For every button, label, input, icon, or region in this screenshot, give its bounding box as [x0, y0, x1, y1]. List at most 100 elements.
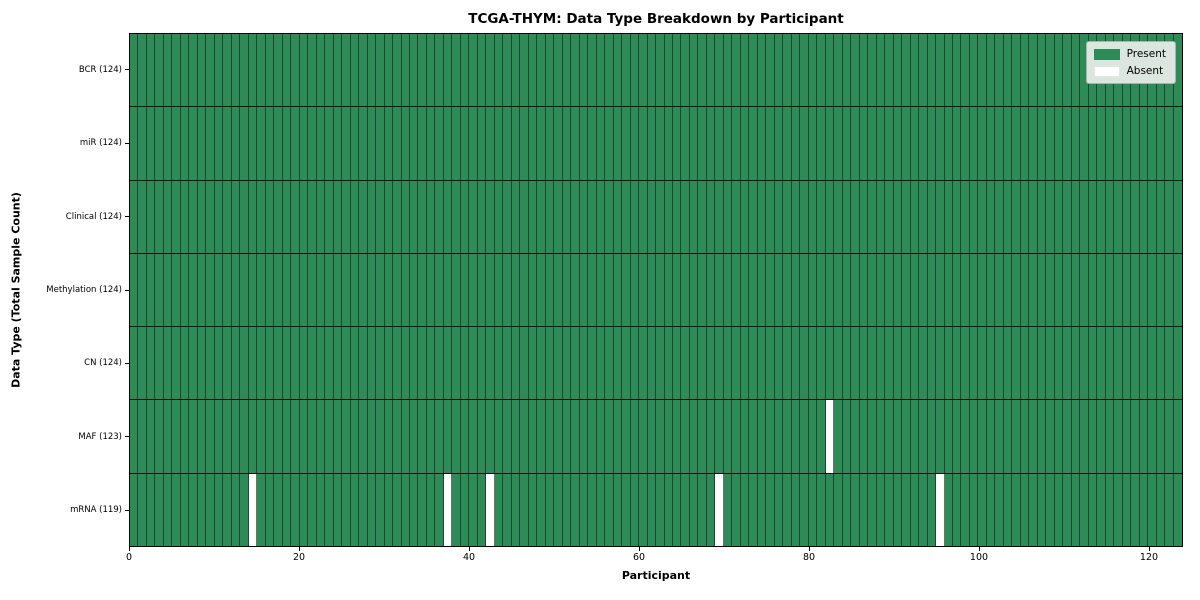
- heatmap-cell: [944, 180, 953, 253]
- heatmap-cell: [1080, 400, 1089, 473]
- heatmap-cell: [180, 34, 190, 107]
- y-tick-mark: [125, 216, 129, 218]
- heatmap-cell: [706, 473, 716, 546]
- heatmap-cell: [469, 34, 478, 107]
- x-tick-mark: [638, 547, 640, 551]
- heatmap-cell: [868, 253, 877, 327]
- heatmap-cell: [528, 400, 538, 473]
- heatmap-cell: [952, 400, 962, 473]
- heatmap-cell: [749, 473, 758, 546]
- heatmap-cell: [1139, 107, 1149, 180]
- heatmap-cell: [1003, 327, 1013, 400]
- heatmap-cell: [376, 327, 385, 400]
- heatmap-cell: [851, 400, 860, 473]
- heatmap-cell: [910, 473, 920, 546]
- heatmap-cell: [197, 253, 207, 327]
- heatmap-cell: [673, 473, 682, 546]
- legend-label-present: Present: [1126, 48, 1166, 60]
- heatmap-cell: [384, 34, 394, 107]
- heatmap-cell: [1139, 473, 1149, 546]
- heatmap-cell: [206, 327, 215, 400]
- heatmap-cell: [1131, 327, 1140, 400]
- heatmap-cell: [282, 107, 292, 180]
- heatmap-cell: [783, 34, 792, 107]
- legend-item-present: Present: [1093, 48, 1166, 60]
- heatmap-cell: [257, 180, 266, 253]
- heatmap-cell: [630, 34, 640, 107]
- heatmap-cell: [409, 180, 419, 253]
- heatmap-cell: [393, 180, 402, 253]
- heatmap-cell: [571, 107, 580, 180]
- heatmap-cell: [1156, 253, 1166, 327]
- heatmap-cell: [333, 400, 343, 473]
- heatmap-cell: [452, 327, 461, 400]
- heatmap-cell: [350, 253, 360, 327]
- heatmap-cell: [630, 180, 640, 253]
- heatmap-cell: [460, 327, 470, 400]
- heatmap-cell: [376, 107, 385, 180]
- heatmap-cell: [554, 180, 563, 253]
- heatmap-cell: [723, 473, 733, 546]
- heatmap-cell: [868, 34, 877, 107]
- heatmap-cell: [842, 400, 852, 473]
- heatmap-cell: [732, 253, 741, 327]
- heatmap-cell: [350, 180, 360, 253]
- heatmap-cell: [545, 327, 555, 400]
- heatmap-cell: [885, 180, 894, 253]
- heatmap-cell: [859, 327, 869, 400]
- heatmap-cell: [1063, 34, 1072, 107]
- heatmap-cell: [978, 180, 987, 253]
- heatmap-cell: [452, 180, 461, 253]
- heatmap-cell: [146, 107, 156, 180]
- heatmap-cell: [511, 253, 521, 327]
- heatmap-cell: [978, 473, 987, 546]
- plot-area: Present Absent: [129, 33, 1183, 547]
- heatmap-cell: [605, 34, 614, 107]
- heatmap-cell: [885, 327, 894, 400]
- heatmap-cell: [452, 253, 461, 327]
- heatmap-cell: [503, 107, 512, 180]
- heatmap-cell: [808, 400, 818, 473]
- heatmap-cell: [656, 180, 665, 253]
- heatmap-cell: [443, 34, 453, 107]
- heatmap-cell: [817, 34, 826, 107]
- heatmap-cell: [342, 400, 351, 473]
- heatmap-row-maf: [130, 400, 1182, 474]
- heatmap-cell: [893, 107, 903, 180]
- heatmap-cell: [291, 473, 300, 546]
- heatmap-cell: [1037, 473, 1047, 546]
- heatmap-cell: [503, 327, 512, 400]
- heatmap-cell: [316, 400, 326, 473]
- heatmap-cell: [944, 473, 953, 546]
- heatmap-cell: [367, 327, 377, 400]
- heatmap-cell: [774, 107, 784, 180]
- heatmap-cell: [316, 327, 326, 400]
- heatmap-cell: [969, 400, 979, 473]
- heatmap-cell: [248, 107, 258, 180]
- heatmap-cell: [766, 253, 775, 327]
- heatmap-cell: [800, 34, 809, 107]
- heatmap-cell: [1054, 327, 1064, 400]
- heatmap-cell: [1097, 327, 1106, 400]
- heatmap-cell: [783, 473, 792, 546]
- heatmap-cell: [834, 327, 843, 400]
- heatmap-cell: [825, 107, 835, 180]
- heatmap-cell: [435, 180, 444, 253]
- heatmap-cell: [766, 400, 775, 473]
- heatmap-cell: [596, 327, 606, 400]
- heatmap-cell: [766, 107, 775, 180]
- heatmap-cell: [155, 34, 164, 107]
- heatmap-cell: [1139, 253, 1149, 327]
- heatmap-cell: [910, 180, 920, 253]
- heatmap-cell: [316, 473, 326, 546]
- heatmap-cell: [376, 400, 385, 473]
- heatmap-cell: [426, 473, 436, 546]
- heatmap-cell: [240, 180, 249, 253]
- heatmap-cell: [605, 327, 614, 400]
- heatmap-cell: [469, 327, 478, 400]
- heatmap-cell: [308, 253, 317, 327]
- heatmap-cell: [986, 327, 996, 400]
- heatmap-cell: [664, 34, 673, 107]
- heatmap-cell: [274, 107, 283, 180]
- heatmap-cell: [333, 34, 343, 107]
